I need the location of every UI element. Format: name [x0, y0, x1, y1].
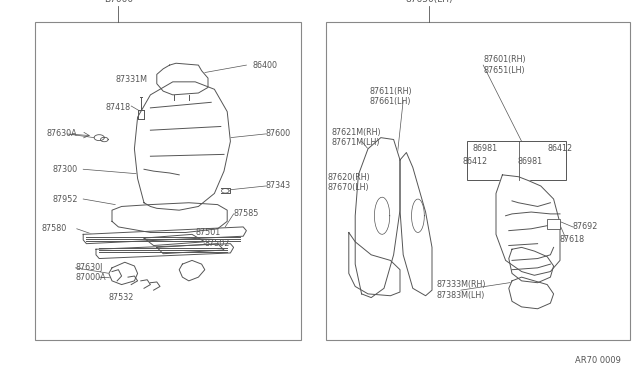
- Text: 87000A: 87000A: [76, 273, 106, 282]
- Text: 87532: 87532: [109, 293, 134, 302]
- Polygon shape: [496, 175, 560, 275]
- Text: 87333M(RH)
87383M(LH): 87333M(RH) 87383M(LH): [436, 280, 486, 300]
- Text: 87601(RH)
87651(LH): 87601(RH) 87651(LH): [483, 55, 526, 75]
- Text: 87692: 87692: [573, 222, 598, 231]
- Polygon shape: [349, 232, 400, 296]
- Text: 87621M(RH)
87671M(LH): 87621M(RH) 87671M(LH): [332, 128, 381, 147]
- Text: 86981: 86981: [517, 157, 543, 166]
- Text: 87600(RH)
87650(LH): 87600(RH) 87650(LH): [404, 0, 453, 4]
- Text: 87331M: 87331M: [115, 76, 147, 84]
- Text: 87502: 87502: [205, 239, 230, 248]
- Bar: [467, 141, 566, 180]
- Polygon shape: [179, 260, 205, 281]
- Text: 86412: 86412: [547, 144, 573, 153]
- Polygon shape: [509, 247, 554, 283]
- Text: 87600: 87600: [266, 129, 291, 138]
- Text: 87343: 87343: [266, 182, 291, 190]
- Text: AR70 0009: AR70 0009: [575, 356, 621, 365]
- Text: 87585: 87585: [234, 209, 259, 218]
- Polygon shape: [134, 82, 230, 210]
- Polygon shape: [157, 63, 208, 95]
- Text: 87618: 87618: [560, 235, 585, 244]
- Polygon shape: [112, 203, 227, 232]
- Polygon shape: [355, 138, 400, 298]
- Text: 86412: 86412: [462, 157, 488, 166]
- Bar: [547, 219, 560, 229]
- Text: 87952: 87952: [52, 195, 78, 203]
- Text: 87630J: 87630J: [76, 263, 103, 272]
- Bar: [326, 22, 630, 340]
- Polygon shape: [109, 262, 138, 285]
- Text: 86981: 86981: [472, 144, 498, 153]
- Polygon shape: [83, 227, 246, 244]
- Text: 87611(RH)
87661(LH): 87611(RH) 87661(LH): [370, 87, 413, 106]
- Text: 87630A: 87630A: [46, 129, 77, 138]
- Text: 87620(RH)
87670(LH): 87620(RH) 87670(LH): [328, 173, 371, 192]
- Text: B7000: B7000: [104, 0, 133, 4]
- Polygon shape: [400, 153, 432, 296]
- Text: 87501: 87501: [195, 228, 220, 237]
- Text: 87418: 87418: [106, 103, 131, 112]
- Polygon shape: [96, 244, 234, 259]
- Text: 87580: 87580: [42, 224, 67, 233]
- Polygon shape: [509, 277, 554, 309]
- Bar: [35, 22, 301, 340]
- Text: 86400: 86400: [253, 61, 278, 70]
- Text: 87300: 87300: [52, 165, 77, 174]
